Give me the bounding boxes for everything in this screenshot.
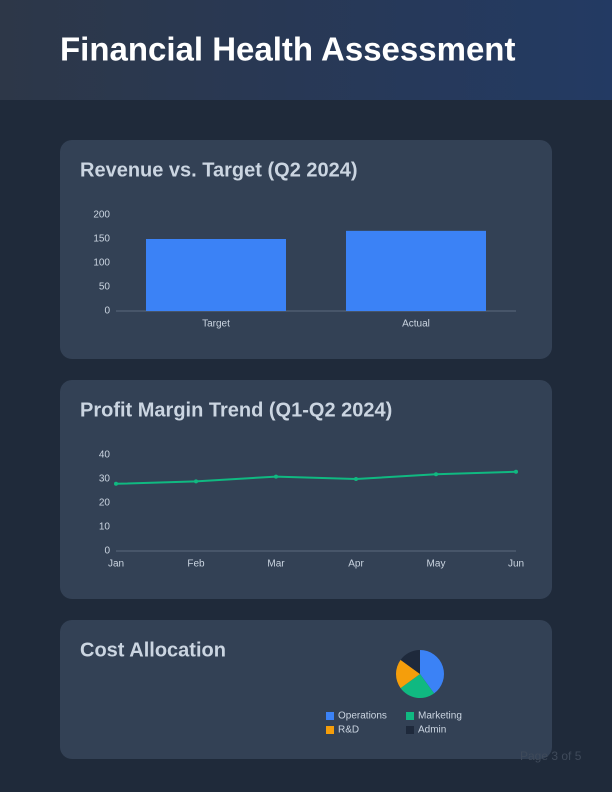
line [115,470,517,485]
point [274,474,278,479]
y-tick-label: 0 [104,306,110,317]
y-tick-label: 10 [99,522,111,533]
x-tick-label: Apr [348,559,364,570]
legend-swatch [406,726,414,734]
x-tick-label: Target [202,319,230,330]
point [354,477,358,481]
y-tick-label: 100 [93,258,110,269]
y-tick-label: 20 [99,498,111,509]
pie-slice [400,650,420,674]
y-tick-label: 200 [93,210,110,221]
x-tick-label: Mar [267,559,285,570]
y-tick-label: 40 [99,450,111,461]
legend-swatch [326,712,334,720]
y-tick-label: 30 [99,474,111,485]
y-tick-label: 0 [104,546,110,557]
x-tick-label: Feb [187,559,205,570]
x-tick-label: Jun [508,559,524,570]
bar [346,230,486,311]
point [194,479,198,484]
legend-swatch [326,726,334,734]
x-tick-label: Actual [402,319,430,330]
legend-label: Operations [338,711,387,722]
pie-slice [420,650,444,694]
pie-slice [395,659,420,689]
card [60,380,552,599]
legend-label: Marketing [418,711,462,722]
y-tick-label: 50 [99,282,111,293]
page-number: Page 3 of 5 [520,749,582,763]
legend-swatch [406,712,414,720]
bar [146,239,286,311]
y-tick-label: 150 [93,234,110,245]
header [0,0,612,100]
pie-slice [400,674,435,698]
point [434,472,438,477]
x-tick-label: May [427,559,446,570]
card-title: Profit Margin Trend (Q1-Q2 2024) [80,399,392,421]
legend-label: Admin [418,725,446,736]
x-tick-label: Jan [108,559,124,570]
point [114,481,118,486]
legend-label: R&D [338,725,359,736]
point [514,469,518,474]
page-title: Financial Health Assessment [60,31,515,68]
card-title: Cost Allocation [80,639,226,661]
card-title: Revenue vs. Target (Q2 2024) [80,159,358,181]
